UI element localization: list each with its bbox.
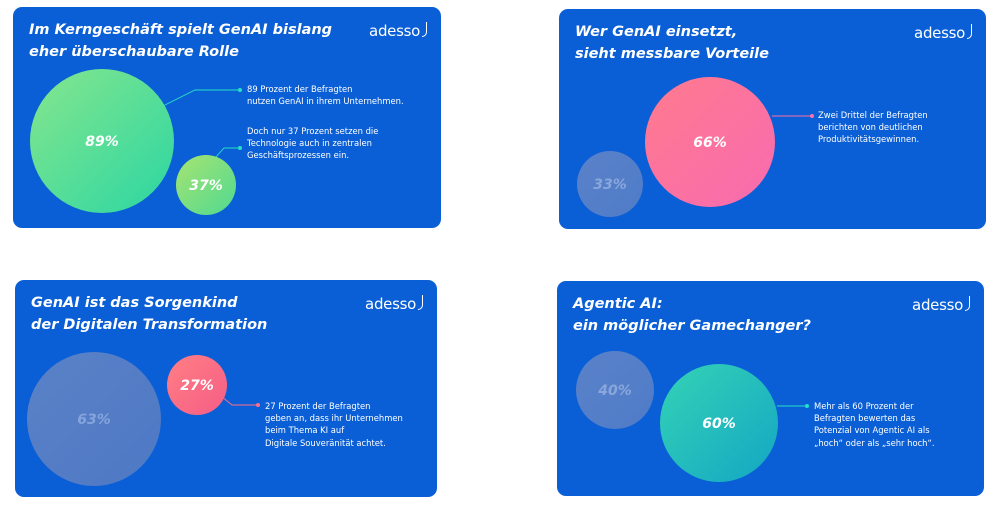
connector-line xyxy=(162,89,240,107)
card-title-line: sieht messbare Vorteile xyxy=(575,46,769,62)
card-title-line: Agentic AI: xyxy=(573,296,663,312)
card-title-line: der Digitalen Transformation xyxy=(31,317,268,333)
bubble-chart: 66% 33% xyxy=(577,77,814,217)
bubble-27 xyxy=(167,355,227,415)
bubble-60-label: 60% xyxy=(702,416,736,432)
annotation-line: Produktivitätsgewinnen. xyxy=(818,134,920,145)
annotation-line: beim Thema KI auf xyxy=(265,425,345,436)
bubble-chart: 40% 60% xyxy=(576,351,809,482)
card-title: Agentic AI: ein möglicher Gamechanger? xyxy=(573,293,811,337)
bubble-89 xyxy=(30,69,174,213)
annotation: Doch nur 37 Prozent setzen die Technolog… xyxy=(247,125,378,162)
annotation-line: berichten von deutlichen xyxy=(818,122,923,133)
annotation-line: 89 Prozent der Befragten xyxy=(247,84,353,94)
connector-dot xyxy=(805,404,809,408)
card-genai-benefits: Wer GenAI einsetzt, sieht messbare Vorte… xyxy=(559,9,986,229)
annotation: 89 Prozent der Befragten nutzen GenAI in… xyxy=(247,83,404,107)
logo-text: adesso xyxy=(365,295,416,313)
card-title-line: Im Kerngeschäft spielt GenAI bislang xyxy=(29,22,333,38)
connector-dot xyxy=(238,88,242,92)
card-genai-core-business: Im Kerngeschäft spielt GenAI bislang ehe… xyxy=(13,7,441,228)
annotation: Mehr als 60 Prozent der Befragten bewert… xyxy=(814,400,934,449)
bubble-chart: 89% 37% xyxy=(30,69,242,215)
card-title-line: GenAI ist das Sorgenkind xyxy=(31,295,238,311)
bubble-66-label: 66% xyxy=(693,135,727,151)
bubble-60 xyxy=(660,364,778,482)
bubble-40-label: 40% xyxy=(597,383,632,399)
card-title-line: Wer GenAI einsetzt, xyxy=(575,24,738,40)
annotation: 27 Prozent der Befragten geben an, dass … xyxy=(265,400,403,449)
annotation-line: Befragten bewerten das xyxy=(814,413,916,424)
annotation-line: Digitale Souveränität achtet. xyxy=(265,437,386,448)
card-agentic-ai: Agentic AI: ein möglicher Gamechanger? a… xyxy=(557,281,984,496)
adesso-logo: adesso xyxy=(914,24,972,42)
logo-text: adesso xyxy=(914,24,965,42)
annotation-line: Potenzial von Agentic AI als xyxy=(814,425,930,436)
connector-dot xyxy=(238,146,242,150)
bubble-89-label: 89% xyxy=(85,134,119,150)
bubble-27-label: 27% xyxy=(180,378,214,394)
bubble-66 xyxy=(645,77,775,207)
connector-line xyxy=(220,395,258,406)
card-title: GenAI ist das Sorgenkind der Digitalen T… xyxy=(31,292,267,336)
bubble-37 xyxy=(176,155,236,215)
annotation-line: „hoch“ oder als „sehr hoch“. xyxy=(814,437,935,448)
bubble-33-label: 33% xyxy=(593,177,627,193)
annotation-line: Zwei Drittel der Befragten xyxy=(818,110,928,120)
annotation-line: geben an, dass ihr Unternehmen xyxy=(265,413,403,424)
connector-dot xyxy=(810,114,814,118)
bubble-63 xyxy=(27,352,161,486)
card-title-line: eher überschaubare Rolle xyxy=(29,44,239,60)
annotation-line: nutzen GenAI in ihrem Unternehmen. xyxy=(247,96,404,107)
bubble-40 xyxy=(576,351,654,429)
adesso-logo: adesso xyxy=(365,295,423,313)
adesso-logo: adesso xyxy=(912,296,970,314)
bubble-63-label: 63% xyxy=(77,412,111,428)
annotation-line: Mehr als 60 Prozent der xyxy=(814,401,914,411)
card-title-line: ein möglicher Gamechanger? xyxy=(573,318,811,334)
bubble-chart: 63% 27% xyxy=(27,352,260,486)
logo-text: adesso xyxy=(369,22,420,40)
annotation-line: Doch nur 37 Prozent setzen die xyxy=(247,126,379,136)
annotation: Zwei Drittel der Befragten berichten von… xyxy=(818,109,928,146)
connector-dot xyxy=(256,403,260,407)
annotation-line: Technologie auch in zentralen xyxy=(247,138,372,149)
adesso-logo: adesso xyxy=(369,22,427,40)
card-digital-transformation: GenAI ist das Sorgenkind der Digitalen T… xyxy=(15,280,437,497)
logo-text: adesso xyxy=(912,296,963,314)
bubble-33 xyxy=(577,151,643,217)
card-title: Wer GenAI einsetzt, sieht messbare Vorte… xyxy=(575,21,769,65)
bubble-37-label: 37% xyxy=(189,178,223,194)
annotation-line: 27 Prozent der Befragten xyxy=(265,401,371,411)
card-title: Im Kerngeschäft spielt GenAI bislang ehe… xyxy=(29,19,332,63)
annotation-line: Geschäftsprozessen ein. xyxy=(247,150,350,161)
